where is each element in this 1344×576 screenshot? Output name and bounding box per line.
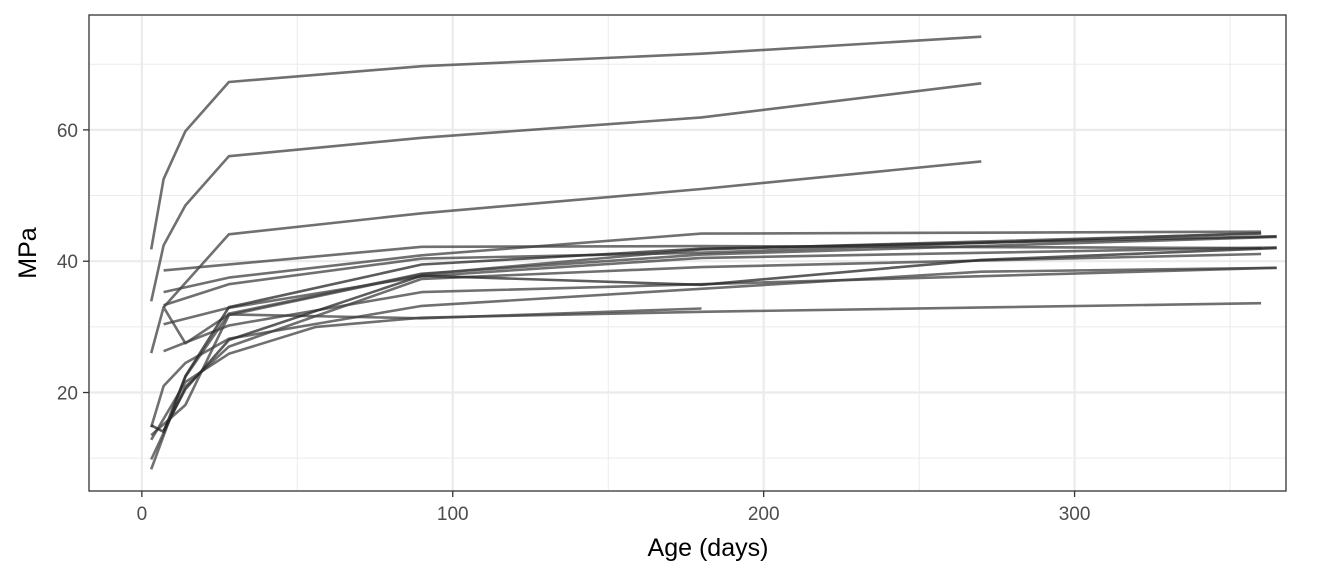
panel-border bbox=[88, 14, 1287, 492]
x-tick-label: 100 bbox=[437, 504, 469, 525]
x-tick-label: 200 bbox=[748, 504, 780, 525]
y-tick-label: 60 bbox=[57, 121, 78, 142]
series-line bbox=[150, 301, 1262, 441]
y-axis-title: MPa bbox=[14, 227, 42, 279]
series-line bbox=[150, 235, 1277, 434]
axis-layer: 0 100 200 300 20 40 60 bbox=[57, 121, 1091, 525]
y-tick-label: 40 bbox=[57, 252, 78, 273]
series-layer bbox=[149, 35, 1277, 470]
series-line bbox=[150, 232, 1262, 437]
series-line bbox=[162, 160, 982, 309]
series-line bbox=[149, 82, 982, 302]
series-line bbox=[163, 231, 1262, 307]
x-axis-title: Age (days) bbox=[648, 534, 769, 562]
y-tick-label: 20 bbox=[57, 384, 78, 405]
x-tick-label: 0 bbox=[137, 504, 148, 525]
series-line bbox=[149, 305, 702, 354]
series-line bbox=[163, 230, 1262, 294]
series-line bbox=[163, 266, 1277, 353]
x-tick-label: 300 bbox=[1059, 504, 1091, 525]
series-line bbox=[162, 246, 1277, 432]
series-line bbox=[149, 35, 982, 250]
